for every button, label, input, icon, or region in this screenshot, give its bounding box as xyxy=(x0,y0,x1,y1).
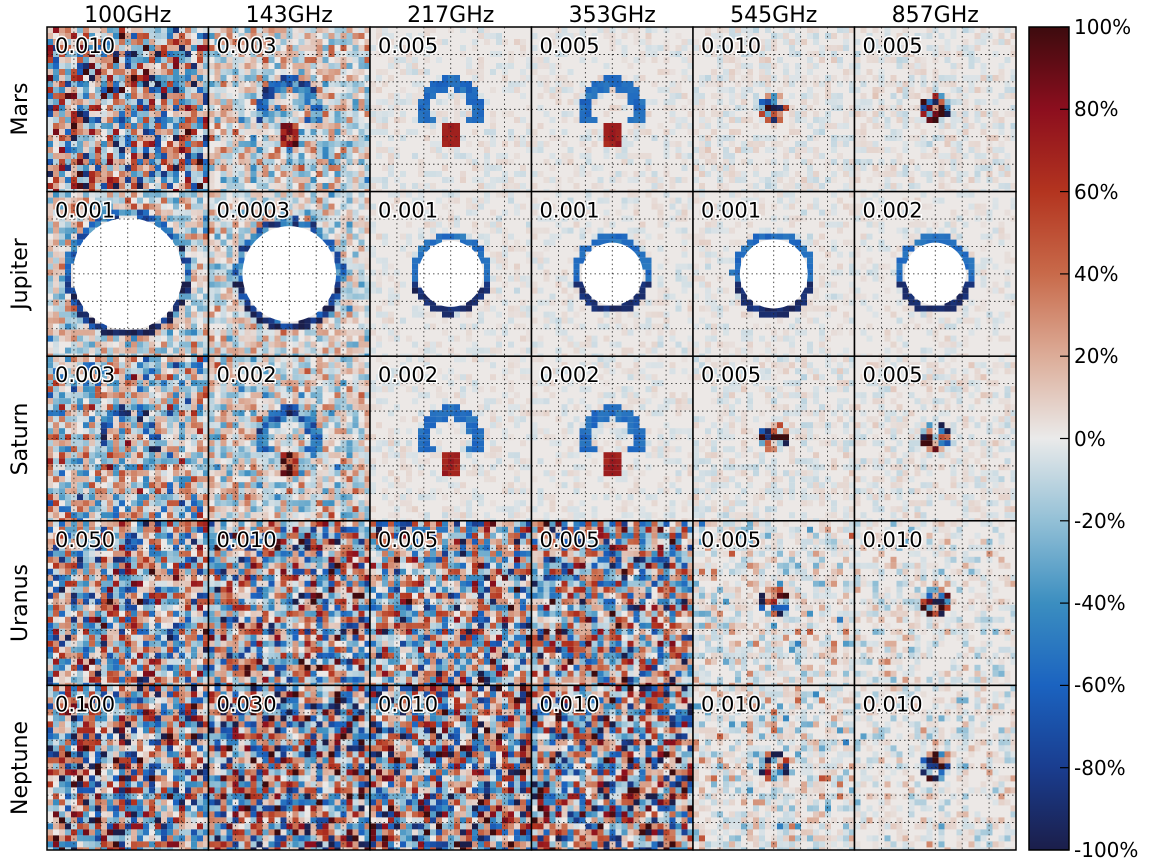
panel-mars-217ghz: 0.005 xyxy=(370,27,532,192)
panel-neptune-143ghz: 0.030 xyxy=(209,685,371,850)
panel-scale-label: 0.010 xyxy=(701,34,761,58)
panel-saturn-100ghz: 0.003 xyxy=(47,356,209,521)
panel-scale-label: 0.010 xyxy=(540,692,600,716)
panel-neptune-545ghz: 0.010 xyxy=(693,685,855,850)
panel-mars-857ghz: 0.005 xyxy=(855,27,1017,192)
panel-scale-label: 0.001 xyxy=(701,199,761,223)
panel-scale-label: 0.010 xyxy=(378,692,438,716)
colorbar-tick-label: 40% xyxy=(1074,263,1118,285)
row-title: Saturn xyxy=(8,402,34,475)
panel-scale-label: 0.001 xyxy=(540,199,600,223)
panel-jupiter-353ghz: 0.001 xyxy=(532,192,694,357)
row-title: Uranus xyxy=(8,564,34,642)
row-title: Jupiter xyxy=(8,238,34,310)
colorbar-tick-label: 20% xyxy=(1074,345,1118,367)
panel-saturn-545ghz: 0.005 xyxy=(693,356,855,521)
panel-uranus-217ghz: 0.005 xyxy=(370,521,532,686)
panel-scale-label: 0.010 xyxy=(55,34,115,58)
panel-uranus-353ghz: 0.005 xyxy=(532,521,694,686)
panel-neptune-100ghz: 0.100 xyxy=(47,685,209,850)
panel-scale-label: 0.010 xyxy=(701,692,761,716)
panel-uranus-143ghz: 0.010 xyxy=(209,521,371,686)
colorbar-tick-label: -40% xyxy=(1074,592,1126,614)
panel-scale-label: 0.010 xyxy=(863,692,923,716)
panel-uranus-545ghz: 0.005 xyxy=(693,521,855,686)
panel-scale-label: 0.050 xyxy=(55,528,115,552)
panel-scale-label: 0.005 xyxy=(701,363,761,387)
panel-uranus-100ghz: 0.050 xyxy=(47,521,209,686)
colorbar-tick-label: -60% xyxy=(1074,674,1126,696)
panel-neptune-217ghz: 0.010 xyxy=(370,685,532,850)
panel-scale-label: 0.010 xyxy=(863,528,923,552)
panel-scale-label: 0.005 xyxy=(863,34,923,58)
panel-scale-label: 0.002 xyxy=(863,199,923,223)
colorbar-tick-label: -80% xyxy=(1074,757,1126,779)
panel-scale-label: 0.005 xyxy=(701,528,761,552)
panel-neptune-353ghz: 0.010 xyxy=(532,685,694,850)
colorbar-tick-label: 60% xyxy=(1074,181,1118,203)
panel-scale-label: 0.001 xyxy=(378,199,438,223)
row-title: Neptune xyxy=(8,721,34,815)
panel-jupiter-100ghz: 0.001 xyxy=(47,192,209,357)
panel-saturn-353ghz: 0.002 xyxy=(532,356,694,521)
column-title: 100GHz xyxy=(48,2,208,30)
panel-scale-label: 0.003 xyxy=(55,363,115,387)
panel-scale-label: 0.005 xyxy=(863,363,923,387)
column-title: 545GHz xyxy=(694,2,854,30)
panel-neptune-857ghz: 0.010 xyxy=(855,685,1017,850)
panel-uranus-857ghz: 0.010 xyxy=(855,521,1017,686)
colorbar-tick-label: 100% xyxy=(1074,16,1131,38)
panel-mars-353ghz: 0.005 xyxy=(532,27,694,192)
panel-scale-label: 0.002 xyxy=(378,363,438,387)
panel-jupiter-857ghz: 0.002 xyxy=(855,192,1017,357)
panel-jupiter-545ghz: 0.001 xyxy=(693,192,855,357)
panel-scale-label: 0.100 xyxy=(55,692,115,716)
panel-scale-label: 0.010 xyxy=(217,528,277,552)
panel-mars-545ghz: 0.010 xyxy=(693,27,855,192)
row-title: Mars xyxy=(8,83,34,136)
panel-jupiter-143ghz: 0.0003 xyxy=(209,192,371,357)
panel-scale-label: 0.005 xyxy=(378,34,438,58)
column-title: 217GHz xyxy=(371,2,531,30)
panel-scale-label: 0.005 xyxy=(540,34,600,58)
panel-saturn-217ghz: 0.002 xyxy=(370,356,532,521)
panel-scale-label: 0.005 xyxy=(540,528,600,552)
panel-mars-143ghz: 0.003 xyxy=(209,27,371,192)
panel-mars-100ghz: 0.010 xyxy=(47,27,209,192)
panel-saturn-143ghz: 0.002 xyxy=(209,356,371,521)
colorbar-tick-label: -20% xyxy=(1074,510,1126,532)
panel-grid: 0.010 0.003 0.005 0.005 0.010 0.005 0.001 0.000… xyxy=(47,27,1016,850)
panel-scale-label: 0.003 xyxy=(217,34,277,58)
panel-scale-label: 0.0003 xyxy=(217,199,290,223)
panel-scale-label: 0.002 xyxy=(540,363,600,387)
panel-saturn-857ghz: 0.005 xyxy=(855,356,1017,521)
colorbar-tick-label: 80% xyxy=(1074,98,1118,120)
column-title: 857GHz xyxy=(855,2,1015,30)
panel-scale-label: 0.001 xyxy=(55,199,115,223)
column-title: 143GHz xyxy=(209,2,369,30)
column-title: 353GHz xyxy=(532,2,692,30)
colorbar-tick-label: -100% xyxy=(1074,839,1138,861)
panel-scale-label: 0.002 xyxy=(217,363,277,387)
colorbar-tick-label: 0% xyxy=(1074,428,1106,450)
panel-scale-label: 0.005 xyxy=(378,528,438,552)
panel-jupiter-217ghz: 0.001 xyxy=(370,192,532,357)
panel-scale-label: 0.030 xyxy=(217,692,277,716)
